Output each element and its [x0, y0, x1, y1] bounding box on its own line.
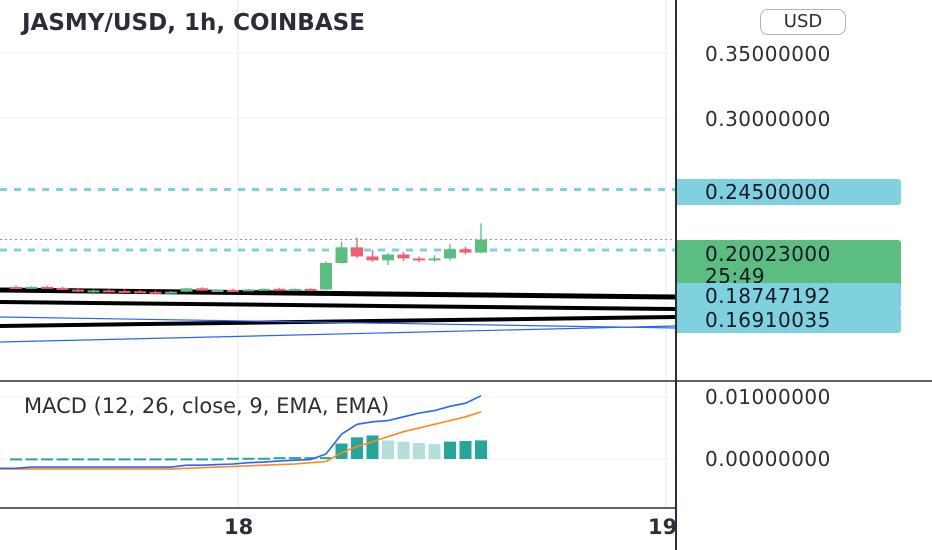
bar-countdown: 25:49: [705, 264, 766, 288]
macd-histogram-bar[interactable]: [428, 444, 441, 459]
macd-axis-label: 0.00000000: [705, 447, 831, 471]
time-axis-label: 18: [224, 515, 254, 539]
trend-lines: [0, 287, 677, 343]
candle-body[interactable]: [258, 288, 270, 291]
candle-body[interactable]: [413, 258, 425, 261]
price-axis-label: 0.30000000: [705, 107, 831, 131]
candle-body[interactable]: [25, 286, 38, 289]
macd-indicator-title[interactable]: MACD (12, 26, close, 9, EMA, EMA): [24, 394, 390, 418]
candle-body[interactable]: [366, 256, 379, 261]
candle-body[interactable]: [242, 289, 255, 292]
macd-histogram-bar[interactable]: [41, 458, 53, 461]
macd-histogram-bar[interactable]: [56, 458, 69, 461]
candle-body[interactable]: [475, 239, 487, 253]
macd-histogram-bar[interactable]: [397, 441, 410, 459]
macd-line[interactable]: [0, 395, 482, 470]
macd-histogram-bar[interactable]: [289, 457, 301, 460]
candle-body[interactable]: [289, 288, 301, 291]
currency-button[interactable]: USD: [760, 9, 846, 35]
macd-histogram-bar[interactable]: [273, 457, 286, 460]
candle-body[interactable]: [227, 289, 239, 292]
time-axis-label: 19: [648, 515, 678, 539]
macd-axis-label: 0.01000000: [705, 385, 831, 409]
macd-histogram-bar[interactable]: [103, 458, 115, 461]
candle-body[interactable]: [56, 287, 69, 290]
macd-histogram-bar[interactable]: [211, 458, 224, 461]
candle-body[interactable]: [335, 247, 348, 263]
price-axis-label: 0.35000000: [705, 42, 831, 66]
chart-title: JASMY/USD, 1h, COINBASE: [22, 10, 365, 36]
candle-body[interactable]: [41, 286, 53, 289]
candle-body[interactable]: [180, 288, 193, 292]
macd-histogram-bar[interactable]: [475, 440, 487, 459]
macd-histogram-bar[interactable]: [25, 458, 38, 461]
macd-histogram-bar[interactable]: [444, 441, 456, 459]
candle-body[interactable]: [134, 291, 146, 294]
candle-body[interactable]: [273, 288, 286, 291]
horizontal-levels: [0, 188, 676, 252]
candle-body[interactable]: [382, 254, 394, 261]
candle-body[interactable]: [397, 254, 410, 259]
macd-histogram-bar[interactable]: [304, 457, 317, 460]
macd-histogram-bar[interactable]: [87, 458, 100, 461]
macd-histogram-bar[interactable]: [382, 440, 394, 459]
macd-histogram-bar[interactable]: [72, 458, 84, 461]
last-price-value: 0.20023000: [705, 242, 831, 266]
candle-body[interactable]: [118, 290, 131, 293]
candle-body[interactable]: [10, 287, 22, 289]
candle-body[interactable]: [211, 289, 224, 292]
macd-signal-line[interactable]: [0, 411, 482, 470]
candle-body[interactable]: [428, 258, 441, 261]
trend-line-lower[interactable]: [0, 315, 677, 328]
candle-body[interactable]: [103, 290, 115, 293]
trend-line-middle[interactable]: [0, 300, 677, 311]
macd-histogram-bar[interactable]: [149, 458, 162, 461]
price-tag-trend: 0.16910035: [677, 307, 901, 333]
candle-body[interactable]: [320, 262, 332, 290]
candle-body[interactable]: [351, 247, 363, 257]
candle-body[interactable]: [196, 288, 208, 291]
macd-histogram-bar[interactable]: [413, 442, 425, 459]
price-tag-level: 0.24500000: [677, 179, 901, 205]
candle-body[interactable]: [165, 291, 177, 294]
macd-histogram-bar[interactable]: [351, 437, 363, 459]
candles: [10, 223, 487, 294]
macd-histogram-bar[interactable]: [165, 458, 177, 461]
macd-histogram-bar[interactable]: [227, 457, 239, 460]
macd-histogram-bar[interactable]: [10, 458, 22, 461]
channel-line-bottom[interactable]: [0, 325, 677, 343]
channel-line-top[interactable]: [0, 316, 677, 329]
macd-histogram-bar[interactable]: [459, 441, 472, 459]
candle-body[interactable]: [72, 289, 84, 292]
candle-body[interactable]: [444, 249, 456, 259]
macd-histogram-bar[interactable]: [320, 457, 332, 460]
macd-histogram-bar[interactable]: [366, 435, 379, 459]
candle-body[interactable]: [304, 288, 317, 291]
candle-body[interactable]: [149, 291, 162, 294]
macd-histogram-bar[interactable]: [134, 458, 146, 461]
macd-histogram-bar[interactable]: [118, 458, 131, 461]
candle-body[interactable]: [87, 290, 100, 293]
macd-histogram-bar[interactable]: [180, 458, 193, 461]
macd-histogram-bar[interactable]: [242, 457, 255, 460]
macd-pane: [0, 395, 487, 470]
price-tag-trend: 0.18747192: [677, 283, 901, 309]
candle-body[interactable]: [459, 249, 472, 253]
macd-histogram-bar[interactable]: [196, 458, 208, 461]
trend-line-upper[interactable]: [0, 287, 677, 300]
macd-histogram-bar[interactable]: [258, 457, 270, 460]
